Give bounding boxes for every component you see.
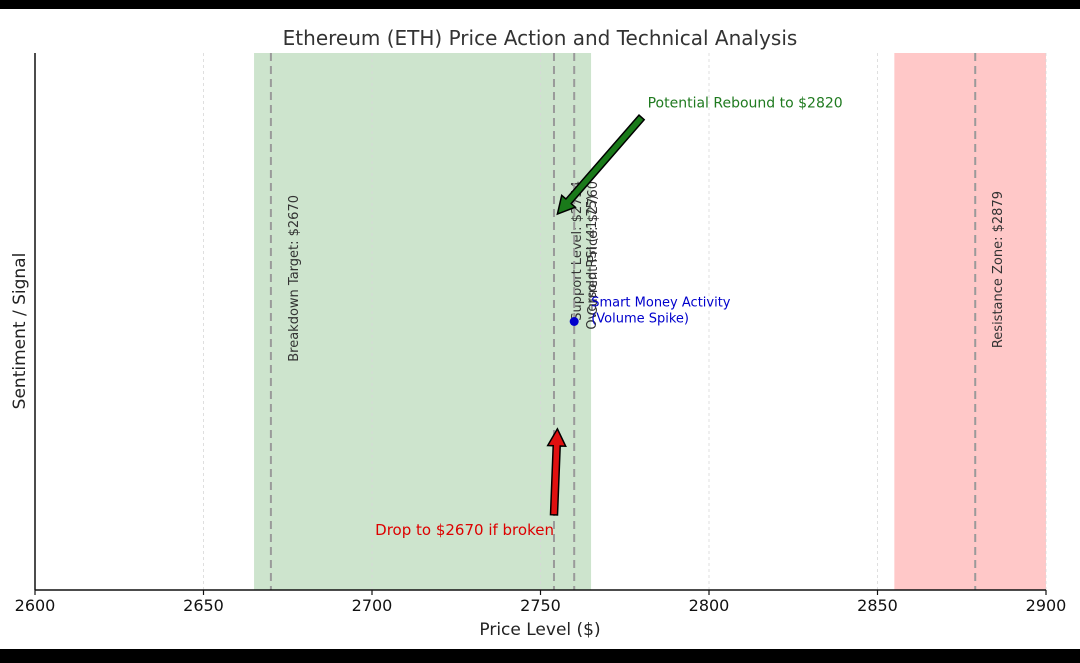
data-points: Smart Money Activity (Volume Spike) — [569, 296, 731, 327]
x-tick-label-0: 2600 — [15, 596, 56, 615]
chart-canvas: Breakdown Target: $2670 Support Level: $2… — [0, 9, 1080, 649]
chart-title: Ethereum (ETH) Price Action and Technica… — [283, 26, 798, 50]
reference-lines: Breakdown Target: $2670 Support Level: $2… — [269, 53, 1006, 590]
reference-line-label-0: Breakdown Target: $2670 — [287, 195, 302, 362]
data-point-0 — [569, 317, 579, 326]
reference-line-label-2: Current Price: $2760 — [586, 181, 601, 316]
annotation-arrow-0 — [556, 114, 646, 216]
x-tick-label-5: 2850 — [857, 596, 898, 615]
x-axis-label: Price Level ($) — [479, 620, 600, 640]
reference-line-label-3: Oversold RSI (41.75) — [585, 195, 600, 330]
x-tick-label-1: 2650 — [183, 596, 224, 615]
y-axis-label: Sentiment / Signal — [10, 253, 30, 410]
x-ticks: 2600 2650 2700 2750 2800 2850 2900 — [15, 590, 1067, 615]
x-tick-label-4: 2800 — [689, 596, 730, 615]
shaded-zones — [254, 53, 1046, 590]
x-tick-label-2: 2700 — [352, 596, 393, 615]
annotation-arrow-1 — [546, 427, 567, 516]
shaded-zone-1 — [894, 53, 1046, 590]
x-tick-label-3: 2750 — [520, 596, 561, 615]
x-tick-label-6: 2900 — [1026, 596, 1067, 615]
reference-line-label-4: Resistance Zone: $2879 — [991, 191, 1006, 348]
shaded-zone-0 — [254, 53, 592, 590]
annotations: Potential Rebound to $2820 Drop to $2670 … — [375, 95, 843, 538]
data-point-label-0: Smart Money Activity (Volume Spike) — [591, 296, 731, 327]
annotation-label-0: Potential Rebound to $2820 — [648, 95, 843, 111]
chart: Breakdown Target: $2670 Support Level: $2… — [10, 26, 1067, 640]
annotation-label-1: Drop to $2670 if broken — [375, 521, 554, 539]
